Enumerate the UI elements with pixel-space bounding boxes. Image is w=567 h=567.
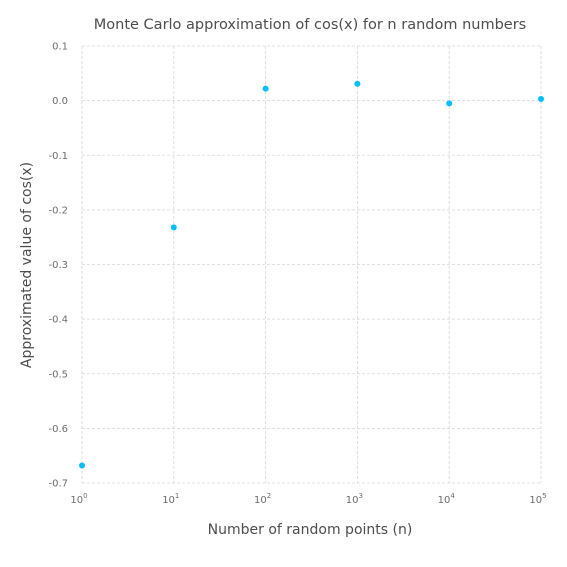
data-point	[170, 224, 177, 231]
y-axis-label: Approximated value of cos(x)	[19, 162, 35, 368]
data-point	[538, 95, 544, 102]
y-tick-label: -0.3	[48, 260, 68, 271]
x-tick-base: 10	[529, 495, 542, 506]
x-tick-exponent: 1	[175, 492, 179, 500]
x-tick-base: 10	[162, 495, 175, 506]
y-tick-label: -0.1	[48, 151, 68, 162]
data-point	[79, 462, 85, 469]
y-tick-label: 0.0	[52, 96, 68, 107]
x-tick-exponent: 4	[450, 492, 455, 500]
x-tick-exponent: 5	[542, 492, 546, 500]
data-point	[354, 80, 361, 87]
x-tick-base: 10	[254, 495, 267, 506]
grid-lines	[81, 45, 542, 484]
data-point	[262, 85, 269, 92]
y-tick-label: -0.6	[48, 424, 68, 435]
x-tick-label: 100	[70, 492, 87, 506]
x-tick-base: 10	[438, 495, 451, 506]
x-tick-exponent: 2	[267, 492, 271, 500]
x-tick-label: 103	[346, 492, 363, 506]
data-point	[446, 100, 453, 107]
x-tick-base: 10	[346, 495, 359, 506]
chart-title: Monte Carlo approximation of cos(x) for …	[94, 17, 526, 33]
x-tick-exponent: 0	[83, 492, 87, 500]
x-tick-label: 101	[162, 492, 179, 506]
y-tick-label: -0.7	[48, 479, 68, 490]
y-tick-label: -0.5	[48, 369, 68, 380]
y-tick-label: -0.2	[48, 205, 68, 216]
x-tick-label: 104	[438, 492, 456, 506]
y-tick-label: 0.1	[52, 42, 68, 53]
data-points	[79, 80, 544, 469]
x-tick-base: 10	[70, 495, 83, 506]
x-tick-label: 105	[529, 492, 546, 506]
x-tick-label: 102	[254, 492, 271, 506]
y-tick-label: -0.4	[48, 315, 68, 326]
x-axis-ticks: 100 101 102 103 104 105	[70, 492, 546, 506]
x-axis-label: Number of random points (n)	[208, 522, 413, 538]
y-axis-ticks: 0.1 0.0 -0.1 -0.2 -0.3 -0.4 -0.5 -0.6 -0.7	[48, 42, 68, 490]
x-tick-exponent: 3	[359, 492, 363, 500]
